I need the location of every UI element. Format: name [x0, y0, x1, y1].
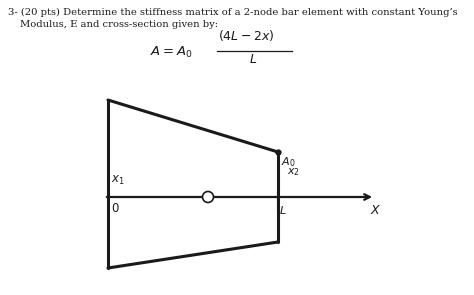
Text: Modulus, E and cross-section given by:: Modulus, E and cross-section given by:	[20, 20, 218, 29]
Text: $A_0$: $A_0$	[281, 155, 296, 169]
Text: $0$: $0$	[111, 202, 119, 215]
Text: $(4L - 2x)$: $(4L - 2x)$	[218, 28, 274, 43]
Text: $X$: $X$	[370, 204, 381, 217]
Text: 3- (20 pts) Determine the stiffness matrix of a 2-node bar element with constant: 3- (20 pts) Determine the stiffness matr…	[8, 8, 457, 17]
Circle shape	[202, 191, 213, 202]
Text: $L$: $L$	[249, 53, 257, 66]
Text: $x_1$: $x_1$	[111, 174, 125, 187]
Text: $x_2$: $x_2$	[287, 166, 300, 178]
Text: $L$: $L$	[279, 204, 286, 216]
Text: $A = A_0$: $A = A_0$	[150, 45, 192, 60]
